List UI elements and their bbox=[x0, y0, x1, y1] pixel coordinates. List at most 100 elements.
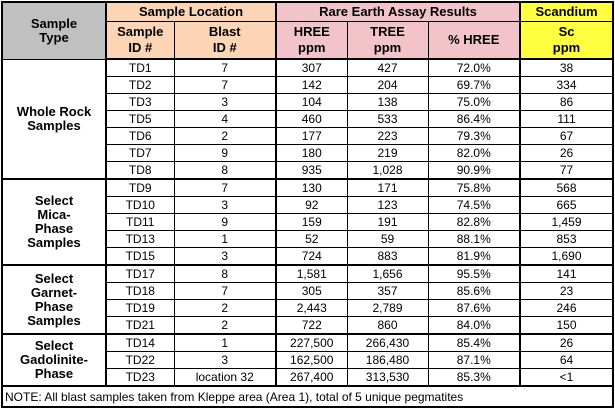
blast-id-cell: 1 bbox=[173, 334, 277, 352]
table-row: Select Garnet-Phase Samples TD17 8 1,581 1,6… bbox=[1, 265, 615, 335]
blast-id-cell: 2 bbox=[173, 316, 277, 335]
sc-header: Sc ppm bbox=[520, 21, 615, 60]
tree-cell: 860 bbox=[346, 316, 428, 335]
tree-cell: 533 bbox=[346, 110, 428, 128]
hree-cell: 177 bbox=[276, 127, 347, 145]
scandium-header: Scandium bbox=[520, 1, 615, 22]
tree-cell: 883 bbox=[346, 247, 428, 266]
sc-header-label: Sc ppm bbox=[552, 24, 581, 55]
hree-cell: 724 bbox=[276, 247, 347, 266]
assay-results-header: Rare Earth Assay Results bbox=[276, 1, 522, 22]
table-row: TD15 3 724 883 81.9% 1,690 bbox=[2, 247, 615, 266]
tree-header: TREE ppm bbox=[346, 21, 428, 60]
table-row: TD13 1 52 59 88.1% 853 bbox=[2, 230, 615, 248]
pct-hree-cell: 85.3% bbox=[427, 368, 522, 387]
tree-cell: 191 bbox=[346, 213, 428, 231]
sample-id-cell: TD10 bbox=[106, 196, 174, 214]
tree-cell: 171 bbox=[346, 179, 428, 197]
tree-cell: 1,656 bbox=[346, 265, 428, 283]
sample-id-cell: TD3 bbox=[106, 93, 174, 111]
sample-id-cell: TD8 bbox=[106, 161, 174, 180]
hree-header: HREE ppm bbox=[276, 21, 347, 60]
table-row: TD21 2 722 860 84.0% 150 bbox=[2, 316, 615, 335]
tree-cell: 138 bbox=[346, 93, 428, 111]
hree-cell: 159 bbox=[276, 213, 347, 231]
blast-id-cell: location 32 bbox=[173, 368, 277, 387]
table-note: NOTE: All blast samples taken from Klepp… bbox=[0, 385, 615, 408]
tree-cell: 219 bbox=[346, 144, 428, 162]
sample-id-cell: TD6 bbox=[106, 127, 174, 145]
blast-id-cell: 8 bbox=[173, 161, 277, 180]
sample-type-label: Select Gadolinite-Phase bbox=[20, 338, 88, 381]
blast-id-header-label: Blast ID # bbox=[208, 24, 241, 55]
pct-hree-cell: 85.4% bbox=[427, 334, 522, 352]
sc-cell: 1,690 bbox=[520, 247, 615, 266]
pct-hree-cell: 75.8% bbox=[427, 179, 522, 197]
tree-cell: 313,530 bbox=[346, 368, 428, 387]
sample-id-cell: TD23 bbox=[106, 368, 174, 387]
table-row: TD10 3 92 123 74.5% 665 bbox=[2, 196, 615, 214]
tree-cell: 427 bbox=[346, 59, 428, 77]
sample-id-cell: TD9 bbox=[106, 179, 174, 197]
tree-header-label: TREE ppm bbox=[370, 24, 405, 55]
pct-hree-cell: 86.4% bbox=[427, 110, 522, 128]
sc-cell: 246 bbox=[520, 299, 615, 317]
blast-id-cell: 4 bbox=[173, 110, 277, 128]
table-row: TD8 8 935 1,028 90.9% 77 bbox=[2, 161, 615, 180]
pct-hree-cell: 85.6% bbox=[427, 282, 522, 300]
blast-id-cell: 8 bbox=[173, 265, 277, 283]
sc-cell: 26 bbox=[520, 144, 615, 162]
column-header-row: Sample ID # Blast ID # HREE ppm TREE ppm… bbox=[2, 21, 615, 60]
tree-cell: 266,430 bbox=[346, 334, 428, 352]
sample-type-label: Whole Rock Samples bbox=[16, 103, 92, 133]
blast-id-cell: 2 bbox=[173, 127, 277, 145]
blast-id-cell: 3 bbox=[173, 196, 277, 214]
hree-cell: 460 bbox=[276, 110, 347, 128]
sc-cell: 86 bbox=[520, 93, 615, 111]
hree-cell: 52 bbox=[276, 230, 347, 248]
pct-hree-cell: 84.0% bbox=[427, 316, 522, 335]
sample-id-cell: TD13 bbox=[106, 230, 174, 248]
sc-cell: 111 bbox=[520, 110, 615, 128]
pct-hree-cell: 74.5% bbox=[427, 196, 522, 214]
sc-cell: 1,459 bbox=[520, 213, 615, 231]
hree-cell: 227,500 bbox=[276, 334, 347, 352]
hree-cell: 92 bbox=[276, 196, 347, 214]
hree-header-label: HREE ppm bbox=[293, 24, 330, 55]
sample-id-cell: TD2 bbox=[106, 76, 174, 94]
pct-hree-cell: 75.0% bbox=[427, 93, 522, 111]
hree-cell: 935 bbox=[276, 161, 347, 180]
tree-cell: 357 bbox=[346, 282, 428, 300]
sample-location-header: Sample Location bbox=[106, 1, 277, 22]
sc-cell: 141 bbox=[520, 265, 615, 283]
pct-hree-cell: 82.8% bbox=[427, 213, 522, 231]
sc-cell: 853 bbox=[520, 230, 615, 248]
pct-hree-cell: 72.0% bbox=[427, 59, 522, 77]
hree-cell: 162,500 bbox=[276, 351, 347, 369]
table-row: TD11 9 159 191 82.8% 1,459 bbox=[2, 213, 615, 231]
table-row: TD7 9 180 219 82.0% 26 bbox=[2, 144, 615, 162]
tree-cell: 59 bbox=[346, 230, 428, 248]
sample-type-cell: Select Garnet-Phase Samples bbox=[1, 265, 107, 335]
sample-id-cell: TD1 bbox=[106, 59, 174, 77]
sample-type-label: Select Mica-Phase Samples bbox=[27, 193, 81, 250]
hree-cell: 722 bbox=[276, 316, 347, 335]
hree-cell: 142 bbox=[276, 76, 347, 94]
table-row: TD6 2 177 223 79.3% 67 bbox=[2, 127, 615, 145]
table-row: TD5 4 460 533 86.4% 111 bbox=[2, 110, 615, 128]
sc-cell: 23 bbox=[520, 282, 615, 300]
blast-id-cell: 3 bbox=[173, 247, 277, 266]
table-row: TD18 7 305 357 85.6% 23 bbox=[2, 282, 615, 300]
blast-id-cell: 7 bbox=[173, 76, 277, 94]
pct-hree-cell: 81.9% bbox=[427, 247, 522, 266]
sc-cell: 568 bbox=[520, 179, 615, 197]
blast-id-cell: 3 bbox=[173, 351, 277, 369]
sc-cell: 150 bbox=[520, 316, 615, 335]
sample-id-cell: TD14 bbox=[106, 334, 174, 352]
blast-id-cell: 7 bbox=[173, 179, 277, 197]
sc-cell: 67 bbox=[520, 127, 615, 145]
table-row: TD2 7 142 204 69.7% 334 bbox=[2, 76, 615, 94]
hree-cell: 2,443 bbox=[276, 299, 347, 317]
blast-id-cell: 1 bbox=[173, 230, 277, 248]
blast-id-cell: 7 bbox=[173, 282, 277, 300]
